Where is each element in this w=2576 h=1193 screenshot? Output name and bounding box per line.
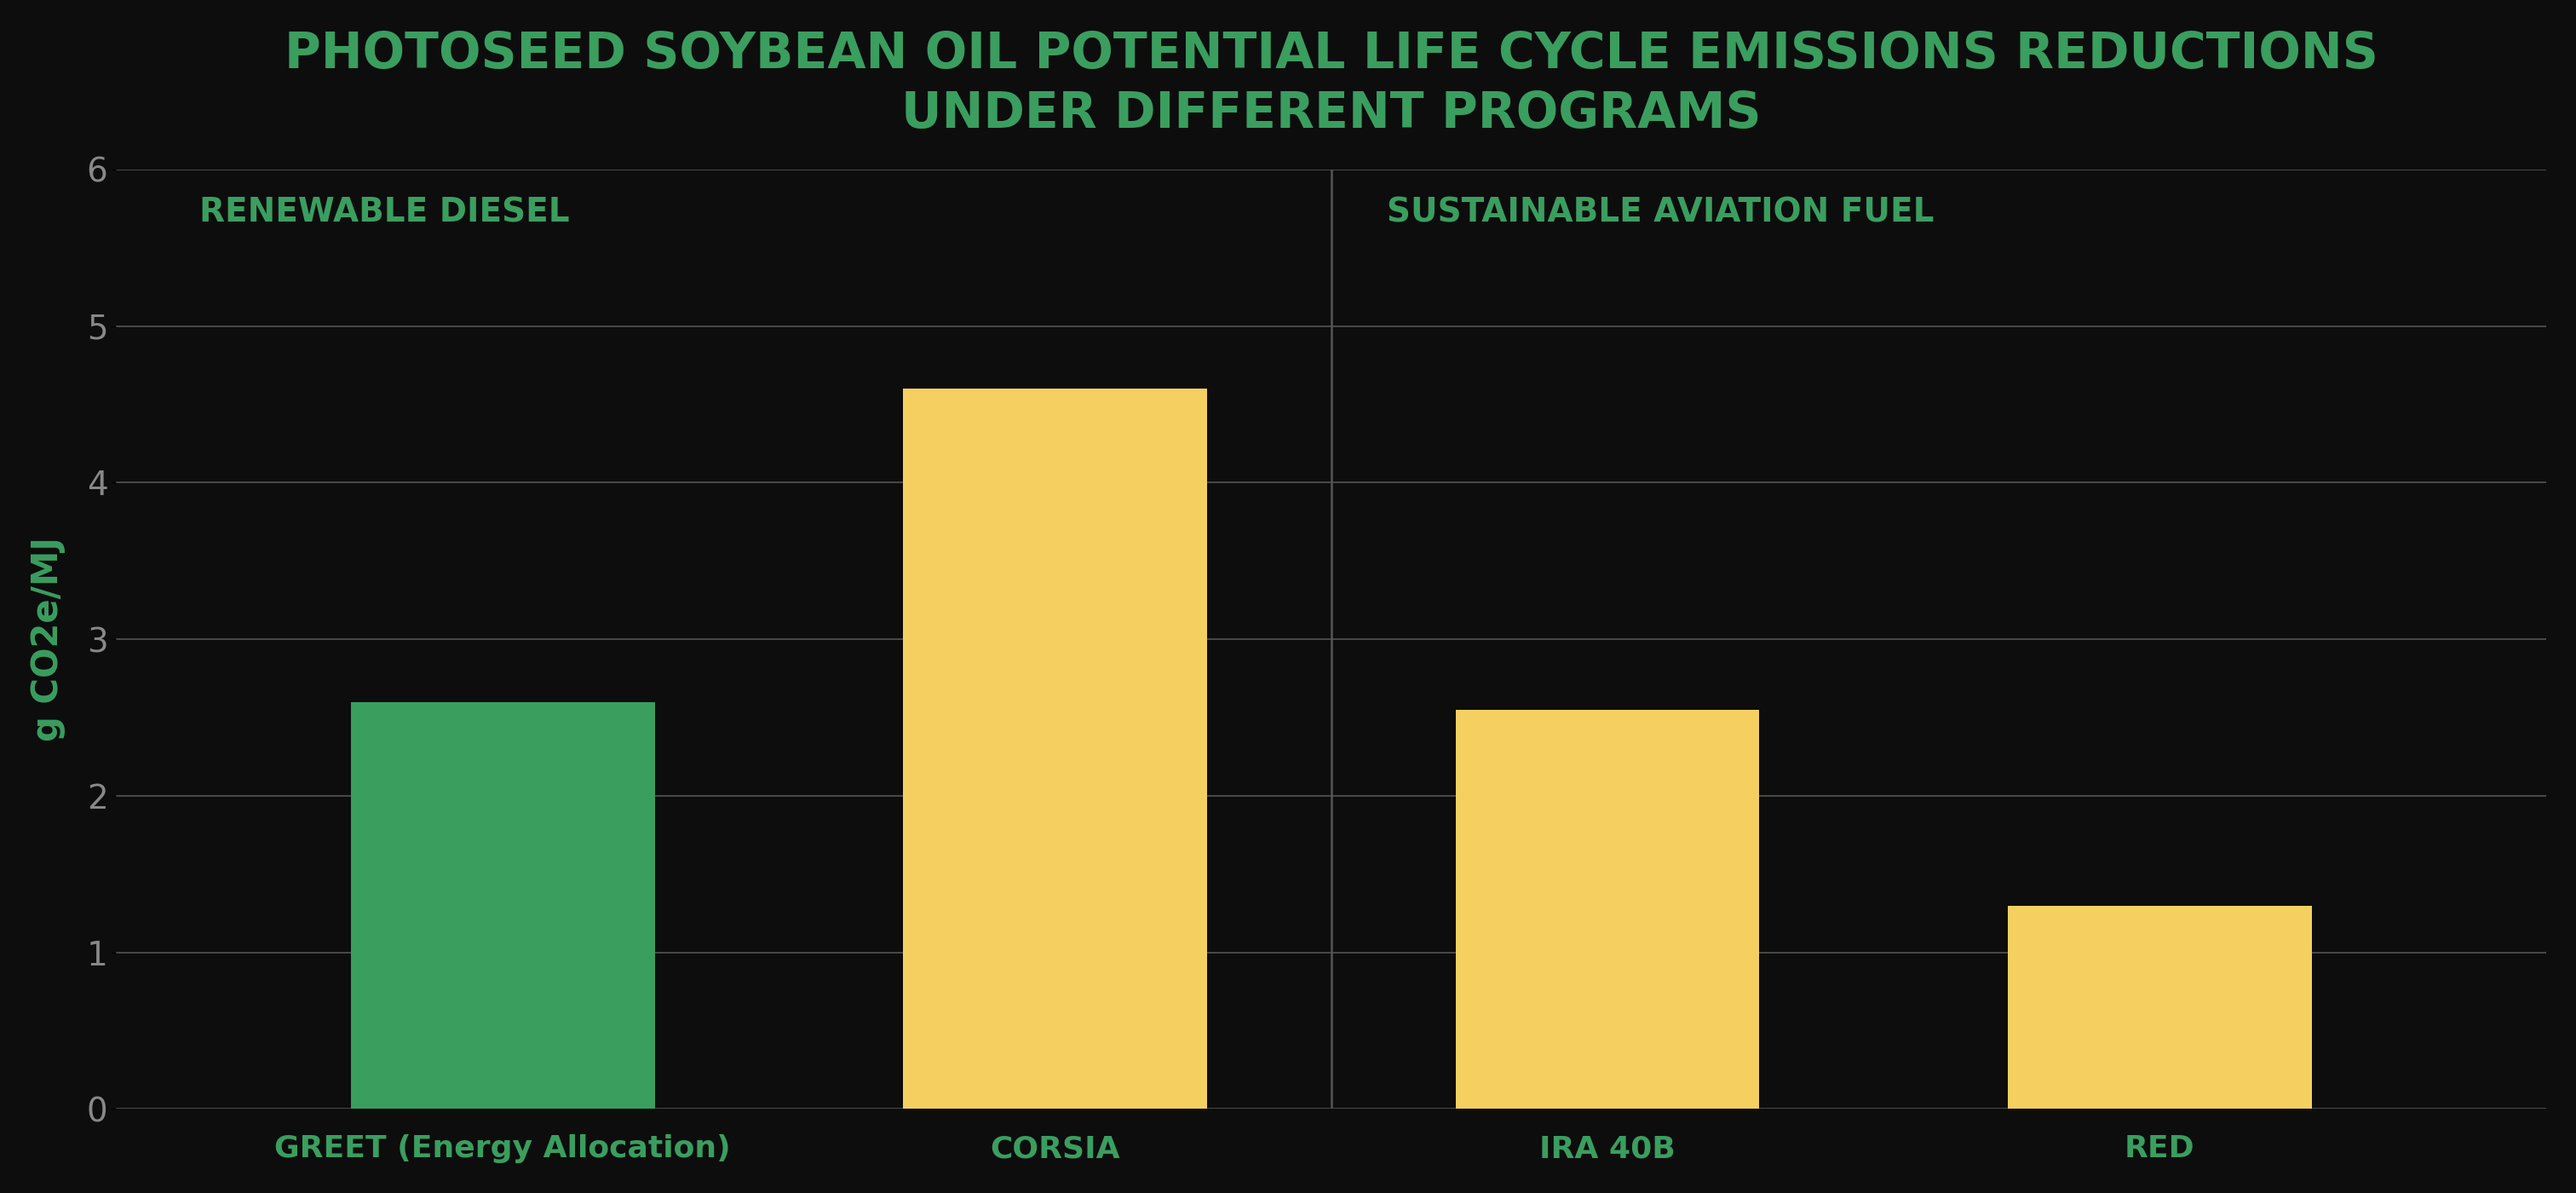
Bar: [2007, 905, 2311, 1109]
Text: RENEWABLE DIESEL: RENEWABLE DIESEL: [198, 197, 569, 229]
Bar: [350, 701, 654, 1109]
Bar: [1455, 710, 1759, 1109]
Bar: [904, 389, 1208, 1109]
Text: SUSTAINABLE AVIATION FUEL: SUSTAINABLE AVIATION FUEL: [1386, 197, 1935, 229]
Y-axis label: g CO2e/MJ: g CO2e/MJ: [28, 537, 64, 742]
Title: PHOTOSEED SOYBEAN OIL POTENTIAL LIFE CYCLE EMISSIONS REDUCTIONS
UNDER DIFFERENT : PHOTOSEED SOYBEAN OIL POTENTIAL LIFE CYC…: [283, 30, 2378, 138]
